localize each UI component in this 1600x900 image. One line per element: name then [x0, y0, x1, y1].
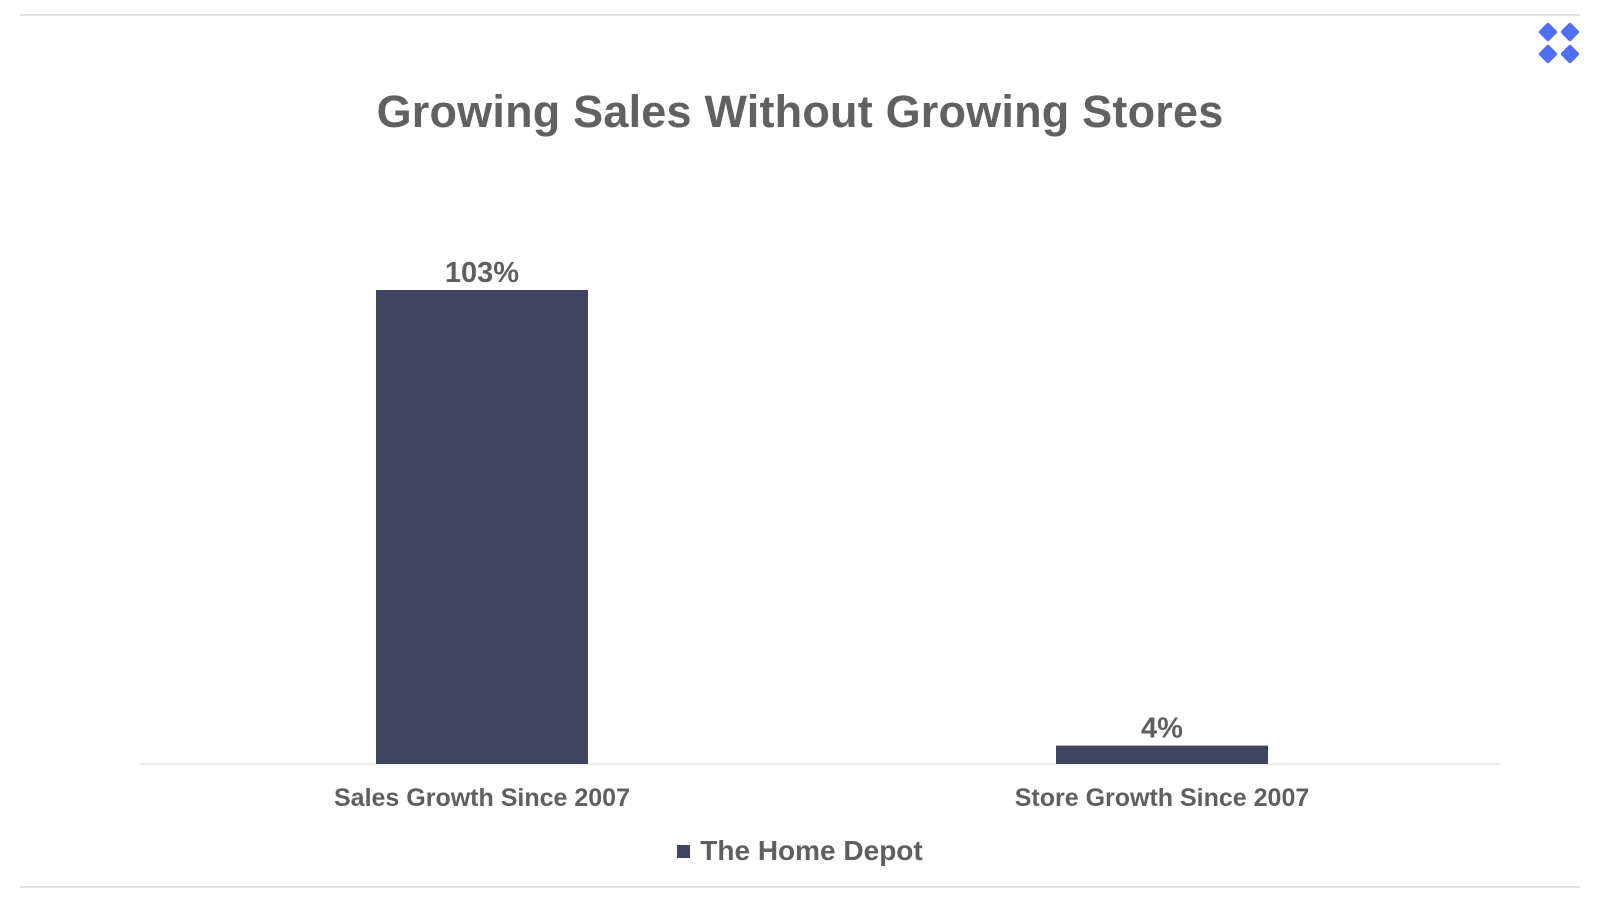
top-divider	[20, 14, 1580, 16]
x-mark-icon	[1538, 22, 1580, 64]
category-label-2: Store Growth Since 2007	[1015, 784, 1310, 812]
bar-1	[376, 290, 588, 764]
category-label-1: Sales Growth Since 2007	[334, 784, 630, 812]
logo-arm-4	[1560, 44, 1580, 64]
bars-group	[376, 290, 1268, 764]
legend-swatch	[677, 844, 691, 858]
bar-2	[1056, 745, 1268, 764]
legend: The Home Depot	[0, 835, 1600, 867]
logo-arm-1	[1538, 22, 1558, 42]
logo-arm-3	[1538, 44, 1558, 64]
chart-title: Growing Sales Without Growing Stores	[376, 86, 1224, 137]
category-labels-group: Sales Growth Since 2007 Store Growth Sinc…	[334, 784, 1309, 812]
data-label-1: 103%	[445, 257, 519, 289]
bottom-divider	[20, 886, 1580, 888]
logo-arm-2	[1560, 22, 1580, 42]
data-label-2: 4%	[1141, 713, 1183, 745]
legend-label: The Home Depot	[700, 835, 923, 866]
data-labels-group: 103% 4%	[445, 257, 1183, 745]
